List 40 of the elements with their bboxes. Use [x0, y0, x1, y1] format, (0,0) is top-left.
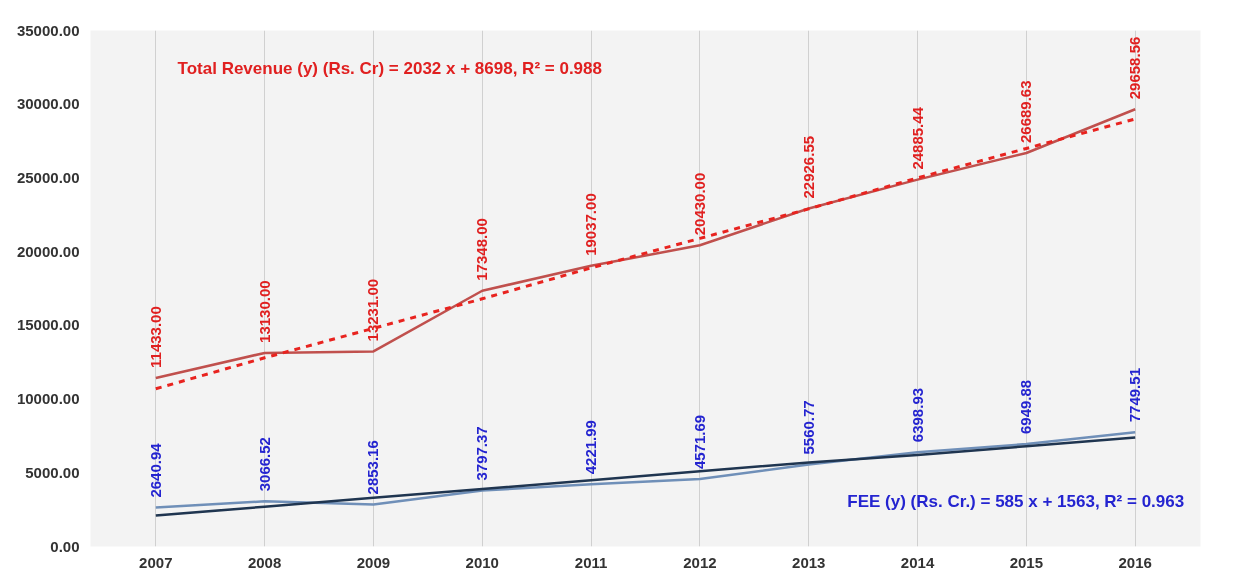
data-label: 5560.77	[799, 400, 817, 455]
x-tick-label: 2007	[139, 553, 173, 571]
data-label: 22926.55	[799, 135, 817, 199]
data-label: 2640.94	[146, 442, 164, 498]
data-label: 13130.00	[255, 280, 273, 343]
data-label: 6949.88	[1017, 379, 1035, 435]
annotation: Total Revenue (y) (Rs. Cr) = 2032 x + 8698, R² = 0.988	[177, 58, 602, 78]
x-tick-label: 2009	[356, 553, 391, 571]
data-label: 3066.52	[255, 437, 273, 492]
x-tick-label: 2016	[1118, 553, 1152, 571]
data-label: 7749.51	[1126, 368, 1144, 423]
y-tick-label: 15000.00	[16, 316, 80, 334]
y-tick-label: 20000.00	[16, 242, 80, 260]
data-label: 4571.69	[690, 414, 708, 470]
x-tick-label: 2013	[792, 553, 826, 571]
data-label: 19037.00	[582, 193, 600, 256]
annotation: FEE (y) (Rs. Cr.) = 585 x + 1563, R² = 0.963	[847, 492, 1185, 512]
data-label: 6398.93	[908, 387, 926, 443]
data-label: 26689.63	[1017, 80, 1035, 144]
x-tick-label: 2012	[683, 553, 717, 571]
data-label: 11433.00	[146, 306, 164, 368]
x-tick-label: 2015	[1009, 553, 1044, 571]
x-tick-label: 2014	[900, 553, 935, 571]
data-label: 20430.00	[690, 172, 708, 236]
data-label: 17348.00	[473, 218, 491, 281]
data-label: 24885.44	[908, 106, 926, 170]
x-tick-label: 2011	[574, 553, 608, 571]
data-label: 29658.56	[1126, 36, 1144, 100]
x-tick-label: 2010	[465, 553, 499, 571]
x-tick-label: 2008	[247, 553, 282, 571]
data-label: 2853.16	[364, 440, 382, 495]
y-tick-label: 10000.00	[16, 390, 80, 408]
y-tick-label: 25000.00	[16, 168, 80, 186]
data-label: 13231.00	[364, 278, 382, 342]
y-tick-label: 30000.00	[16, 95, 80, 113]
y-tick-label: 35000.00	[16, 21, 80, 39]
data-label: 3797.37	[473, 426, 491, 481]
data-label: 4221.99	[582, 420, 600, 475]
y-tick-label: 0.00	[50, 537, 80, 555]
y-tick-label: 5000.00	[25, 463, 80, 481]
